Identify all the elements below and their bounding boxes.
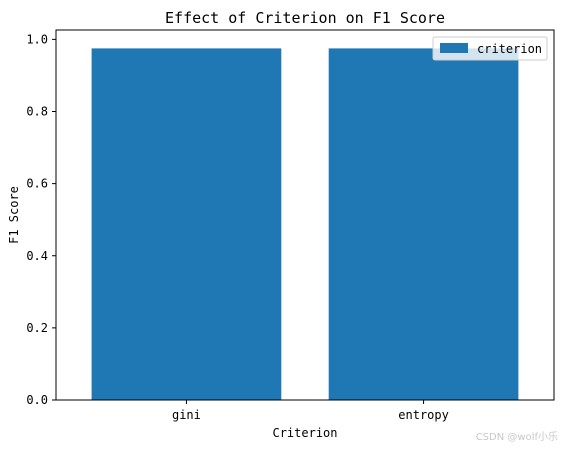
x-tick-label: entropy (398, 408, 449, 422)
y-tick-label: 0.0 (26, 393, 48, 407)
x-axis-ticks: gini entropy (172, 400, 449, 422)
bar-entropy (328, 48, 519, 401)
legend: criterion (432, 36, 548, 61)
y-tick-label: 0.2 (26, 321, 48, 335)
bar-gini (91, 48, 282, 401)
legend-swatch (440, 43, 468, 53)
y-tick-label: 1.0 (26, 32, 48, 46)
legend-box (432, 36, 548, 61)
x-tick-label: gini (172, 408, 201, 422)
y-tick-label: 0.6 (26, 177, 48, 191)
y-axis-ticks: 0.0 0.2 0.4 0.6 0.8 1.0 (26, 32, 56, 407)
legend-label: criterion (477, 42, 542, 56)
y-tick-label: 0.4 (26, 249, 48, 263)
chart-title: Effect of Criterion on F1 Score (165, 9, 445, 27)
bars-layer (91, 48, 519, 401)
y-tick-label: 0.8 (26, 105, 48, 119)
plot-frame (55, 29, 555, 401)
x-axis-label: Criterion (272, 426, 337, 440)
watermark: CSDN @wolf小乐 (475, 432, 558, 443)
y-axis-label: F1 Score (7, 186, 21, 244)
